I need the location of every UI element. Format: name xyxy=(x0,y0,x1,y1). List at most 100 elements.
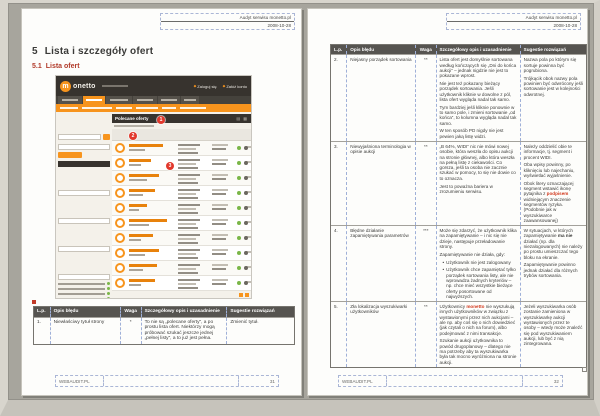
footer-page-number: 31 xyxy=(238,376,278,386)
offer-title-link xyxy=(129,159,151,162)
offer-title-link xyxy=(129,219,167,222)
table-paragraph: • Użytkownik chce zapamiętać tylko porząd… xyxy=(442,267,516,299)
offer-title-link xyxy=(129,174,159,177)
offer-title-link xyxy=(129,144,163,147)
audit-issue-row: 3. Niewyjaśniona terminologia w opisie au… xyxy=(331,140,586,226)
offer-avatar-icon xyxy=(115,158,125,168)
green-status-icon xyxy=(107,282,110,285)
monetto-screenshot: m onetto ◆ Zaloguj się ◆ Załóż konto Polec… xyxy=(55,75,252,299)
offer-status-green-icon xyxy=(237,206,241,210)
issue-suggestion: Zmienić tytuł. xyxy=(226,317,294,344)
offer-status-green-icon xyxy=(237,251,241,255)
table-paragraph: Użytkownicy monetto nie wyszukują innych… xyxy=(439,304,516,336)
row-number: 3. xyxy=(334,143,338,149)
issue-name: Niejasny porządek sortowania xyxy=(346,55,415,141)
column-header: Opis błędu xyxy=(346,45,415,55)
sidebar-input xyxy=(58,218,110,224)
register-link: ◆ Załóż konto xyxy=(222,83,247,89)
offer-action-icon xyxy=(244,266,248,270)
issue-suggestion: Należy oddzielić obie te informacje, tj.… xyxy=(519,141,586,226)
offer-action-icon xyxy=(244,221,248,225)
footer-spacer xyxy=(102,376,238,386)
footer-page-number: 32 xyxy=(521,376,562,386)
issue-description: Lista ofert jest domyślnie sortowana wed… xyxy=(435,55,520,141)
offer-avatar-icon xyxy=(115,188,125,198)
document-page-left[interactable]: Audyt serwisu monetto.pl 2008-10-28 5 Lis… xyxy=(21,8,302,396)
column-header: Waga xyxy=(119,307,141,317)
table-resize-handle[interactable] xyxy=(582,367,587,372)
issue-name: Błędne działanie zapamiętywania parametr… xyxy=(346,226,415,302)
audit-issue-row: 5. Zła lokalizacja wyszukiwarki użytkowni… xyxy=(331,301,586,367)
issue-name: Zła lokalizacja wyszukiwarki użytkownikó… xyxy=(346,302,415,367)
header-doc-title: Audyt serwisu monetto.pl xyxy=(161,14,294,22)
document-page-right[interactable]: Audyt serwisu monetto.pl 2008-10-28 L.p.… xyxy=(307,8,588,396)
header-doc-title: Audyt serwisu monetto.pl xyxy=(447,14,580,22)
issue-suggestion: Jeżeli wyszukiwarka osób zostanie zamien… xyxy=(519,302,586,367)
offer-action-icon xyxy=(244,281,248,285)
offer-row xyxy=(112,186,251,201)
diamond-icon: ◆ xyxy=(222,84,226,88)
sidebar-input xyxy=(58,246,110,252)
row-number: 1. xyxy=(37,319,42,325)
nav-tab xyxy=(133,96,157,104)
monetto-sidebar xyxy=(58,114,110,298)
offer-action-icon xyxy=(244,236,248,240)
issue-description: Może się zdarzyć, że użytkownik klika na… xyxy=(435,226,520,302)
sidebar-submit-button xyxy=(58,152,82,158)
table-paragraph: Nie jest też pokazany bieżący porządek s… xyxy=(439,80,512,102)
issue-name: Niewłaściwy tytuł strony xyxy=(49,317,120,344)
table-paragraph: Jeżeli wyszukiwarka osób zostanie zamien… xyxy=(523,304,583,347)
offer-avatar-icon xyxy=(115,218,125,228)
nav-tab xyxy=(58,96,82,104)
table-paragraph: Nazwa pola po którym się sortuje powinna… xyxy=(523,57,577,73)
issue-weight: ** xyxy=(415,141,435,226)
view-switch-icons: ▤ ▦ xyxy=(236,116,248,121)
table-paragraph: Zapamiętywanie powinno jednak działać dl… xyxy=(523,262,578,278)
column-header: Sugestie rozwiązań xyxy=(519,45,586,55)
footer-spacer xyxy=(385,376,522,386)
issue-weight: * xyxy=(119,317,141,344)
audit-issue-row: 2. Niejasny porządek sortowania ** Lista of… xyxy=(331,54,586,141)
login-link: ◆ Zaloguj się xyxy=(193,83,217,89)
page-header-box: Audyt serwisu monetto.pl 2008-10-28 xyxy=(446,13,581,30)
offer-row xyxy=(112,246,251,261)
table-paragraph: Tym bardziej jeśli kliknie ponownie w to… xyxy=(439,104,517,126)
page-header-box: Audyt serwisu monetto.pl 2008-10-28 xyxy=(160,13,295,30)
offer-status-green-icon xyxy=(237,161,241,165)
issue-suggestion: Nazwa pola po którym się sortuje powinna… xyxy=(519,55,586,141)
issue-name: Niewyjaśniona terminologia w opisie aukc… xyxy=(346,141,415,226)
annotation-badge-3: 3 xyxy=(166,162,174,170)
offers-panel-bar: Polecane oferty ▤ ▦ xyxy=(112,114,251,123)
offer-action-icon xyxy=(244,161,248,165)
audit-table-page2: L.p. Opis błędu Waga Szczegółowy opis i uza… xyxy=(330,44,587,368)
offer-avatar-icon xyxy=(115,173,125,183)
offer-action-icon xyxy=(244,251,248,255)
offer-avatar-icon xyxy=(115,248,125,258)
page-footer: WEBAUDIT.PL 32 xyxy=(338,375,563,387)
annotation-badge-2: 2 xyxy=(129,132,137,140)
issue-description: Użytkownicy monetto nie wyszukują innych… xyxy=(435,302,520,367)
issue-weight: ** xyxy=(415,55,435,141)
offer-avatar-icon xyxy=(115,263,125,273)
column-header: Szczegółowy opis i uzasadnienie xyxy=(140,307,227,317)
table-header-row: L.p. Opis błędu Waga Szczegółowy opis i uza… xyxy=(331,45,586,55)
offer-status-green-icon xyxy=(237,176,241,180)
column-header: Szczegółowy opis i uzasadnienie xyxy=(435,45,520,55)
offer-list xyxy=(112,141,251,291)
table-paragraph: Zmienić tytuł. xyxy=(230,319,259,325)
offer-status-green-icon xyxy=(237,146,241,150)
table-anchor-marker xyxy=(32,300,36,304)
issue-weight: ** xyxy=(415,302,435,367)
page-footer: WEBAUDIT.PL 31 xyxy=(55,375,279,387)
offer-status-green-icon xyxy=(237,221,241,225)
audit-issue-row: 4. Błędne działanie zapamiętywania parame… xyxy=(331,225,586,302)
diamond-icon: ◆ xyxy=(193,84,197,88)
offer-avatar-icon xyxy=(115,233,125,243)
offer-status-green-icon xyxy=(237,191,241,195)
table-paragraph: Obok litery oznaczającej segment wstawić… xyxy=(523,180,574,223)
sidebar-input xyxy=(58,190,110,196)
subsection-heading: 5.1 Lista ofert xyxy=(32,63,80,70)
footer-brand: WEBAUDIT.PL xyxy=(59,378,90,384)
sidebar-input xyxy=(58,274,110,280)
offer-row xyxy=(112,141,251,156)
